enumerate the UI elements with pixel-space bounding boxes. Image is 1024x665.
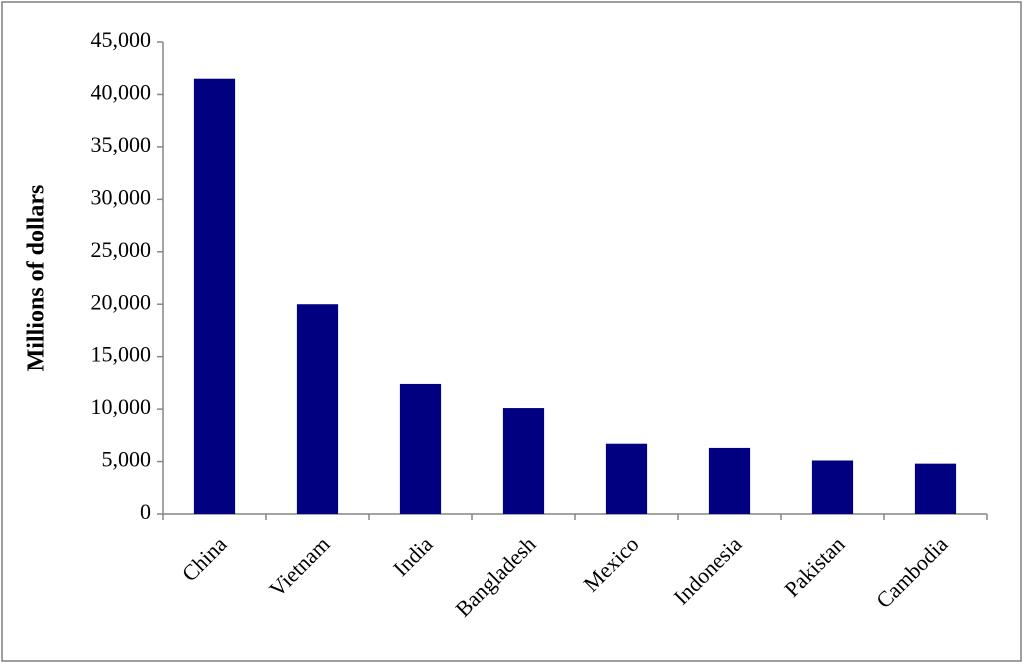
- y-tick-label: 15,000: [91, 342, 152, 367]
- bar: [296, 304, 339, 514]
- bar: [193, 78, 236, 514]
- bar: [605, 443, 648, 514]
- bar: [399, 383, 442, 514]
- y-tick-label: 10,000: [91, 394, 152, 419]
- y-tick-label: 30,000: [91, 184, 152, 209]
- y-tick-label: 5,000: [102, 447, 152, 472]
- y-tick-label: 20,000: [91, 289, 152, 314]
- y-tick-label: 25,000: [91, 237, 152, 262]
- bar: [708, 447, 751, 514]
- y-tick-label: 0: [140, 499, 151, 524]
- bar: [914, 463, 957, 514]
- y-tick-label: 45,000: [91, 27, 152, 52]
- bar: [502, 408, 545, 514]
- y-axis-label: Millions of dollars: [24, 185, 50, 372]
- y-tick-label: 35,000: [91, 132, 152, 157]
- y-tick-label: 40,000: [91, 79, 152, 104]
- bar: [811, 460, 854, 514]
